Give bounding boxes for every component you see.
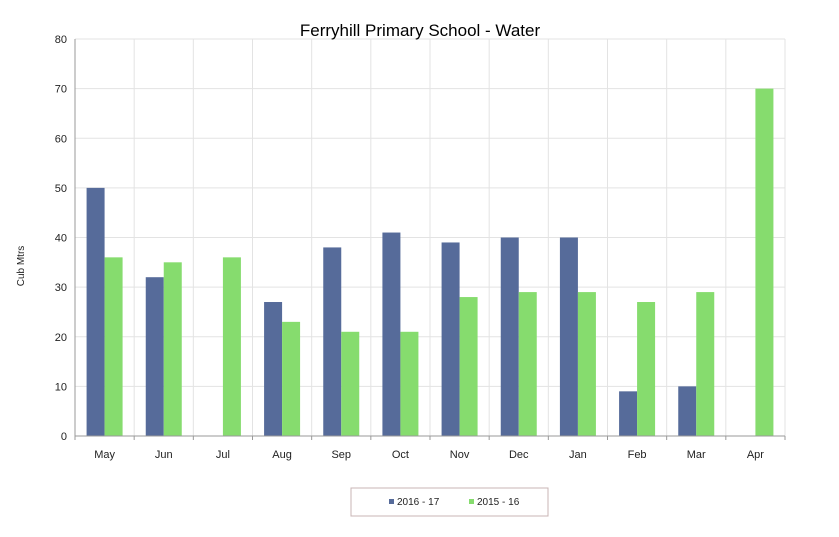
x-tick-label: Sep [331, 449, 351, 461]
bar [678, 386, 697, 436]
chart-title: Ferryhill Primary School - Water [300, 21, 541, 40]
bar [577, 292, 596, 436]
bar [755, 88, 774, 436]
y-tick-label: 10 [55, 381, 67, 393]
bar [104, 257, 123, 436]
x-tick-label: May [94, 449, 115, 461]
legend-swatch-2016-17 [389, 499, 394, 504]
y-tick-label: 20 [55, 332, 67, 344]
bar [264, 302, 283, 436]
x-tick-label: Nov [450, 449, 470, 461]
bar [441, 242, 460, 436]
bar [619, 391, 638, 436]
bar [696, 292, 715, 436]
bar [400, 331, 419, 436]
x-tick-label: Oct [392, 449, 409, 461]
bar [382, 232, 401, 436]
axes: 0 10 20 30 40 50 60 70 80 May Jun Jul Aug Sep Oct Nov De… [55, 34, 786, 461]
legend: 2016 - 17 2015 - 16 [350, 487, 549, 517]
x-tick-label: Jan [569, 449, 587, 461]
y-tick-label: 80 [55, 34, 67, 46]
bar [459, 297, 478, 436]
x-tick-label: Apr [747, 449, 764, 461]
bar [323, 247, 342, 436]
x-tick-label: Aug [272, 449, 292, 461]
y-axis-label: Cub Mtrs [16, 246, 27, 287]
y-tick-label: 30 [55, 282, 67, 294]
bar [282, 321, 301, 436]
bar [559, 237, 578, 436]
grid-lines [75, 38, 786, 436]
y-tick-label: 40 [55, 233, 67, 245]
x-tick-label: Dec [509, 449, 529, 461]
bar [518, 292, 537, 436]
x-tick-label: Mar [687, 449, 706, 461]
bars [86, 88, 774, 436]
bar [163, 262, 182, 436]
y-tick-label: 70 [55, 84, 67, 96]
x-tick-label: Jun [155, 449, 173, 461]
bar [222, 257, 241, 436]
y-tick-label: 60 [55, 133, 67, 145]
bar [637, 302, 656, 436]
legend-box [350, 487, 549, 517]
bar [500, 237, 519, 436]
y-tick-label: 50 [55, 183, 67, 195]
legend-label-2016-17: 2016 - 17 [397, 497, 440, 508]
x-tick-label: Feb [628, 449, 647, 461]
y-tick-label: 0 [61, 431, 67, 443]
legend-label-2015-16: 2015 - 16 [477, 497, 520, 508]
legend-swatch-2015-16 [469, 499, 474, 504]
bar [86, 187, 105, 436]
bar [341, 331, 360, 436]
bar [145, 277, 164, 436]
x-tick-label: Jul [216, 449, 230, 461]
